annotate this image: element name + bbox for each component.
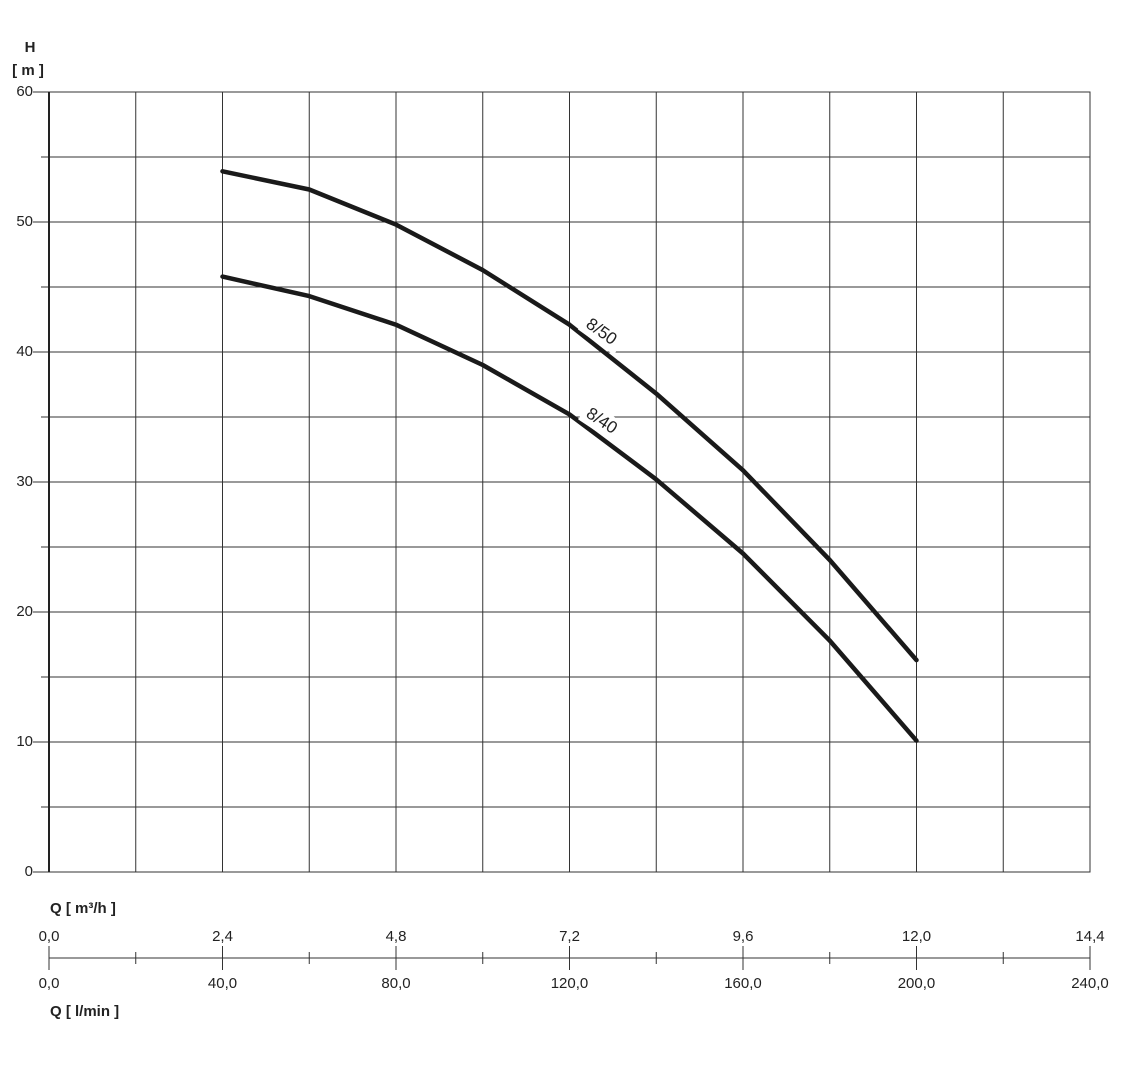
x-tick-label: 160,0 <box>724 975 762 992</box>
y-tick-label: 20 <box>16 603 33 620</box>
y-tick-label: 40 <box>16 343 33 360</box>
x-label: Q [ l/min ] <box>50 1003 119 1020</box>
x2-tick-label: 9,6 <box>733 928 754 945</box>
x-tick-label: 200,0 <box>898 975 936 992</box>
x-tick-label: 120,0 <box>551 975 589 992</box>
y-label: H <box>25 39 36 56</box>
x2-tick-label: 7,2 <box>559 928 580 945</box>
y-unit: [ m ] <box>12 62 44 79</box>
x2-tick-label: 2,4 <box>212 928 233 945</box>
y-tick-label: 0 <box>25 863 33 880</box>
x2-label: Q [ m³/h ] <box>50 900 116 917</box>
series-label-bg <box>577 311 627 355</box>
curve <box>220 169 919 663</box>
x-tick-label: 40,0 <box>208 975 237 992</box>
x-tick-label: 240,0 <box>1071 975 1109 992</box>
y-tick-label: 10 <box>16 733 33 750</box>
curve <box>220 274 919 743</box>
x2-tick-label: 4,8 <box>386 928 407 945</box>
y-tick-label: 30 <box>16 473 33 490</box>
x2-tick-label: 0,0 <box>39 928 60 945</box>
y-tick-label: 50 <box>16 213 33 230</box>
x2-tick-label: 12,0 <box>902 928 931 945</box>
y-tick-label: 60 <box>16 83 33 100</box>
x-tick-label: 0,0 <box>39 975 60 992</box>
x2-tick-label: 14,4 <box>1075 928 1104 945</box>
series-label-bg <box>578 401 627 444</box>
x-tick-label: 80,0 <box>381 975 410 992</box>
